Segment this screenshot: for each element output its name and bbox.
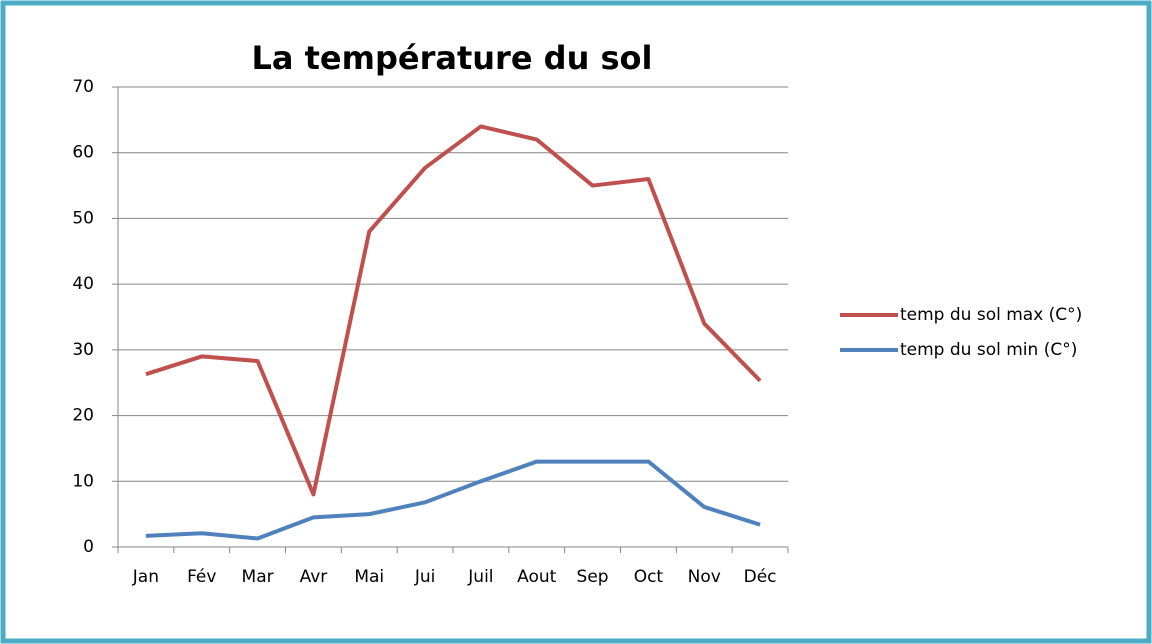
legend-label: temp du sol max (C°) bbox=[900, 305, 1082, 325]
y-tick-label: 30 bbox=[72, 340, 94, 360]
x-tick-label: Avr bbox=[300, 567, 328, 587]
x-tick-label: Oct bbox=[634, 567, 664, 587]
x-tick-label: Nov bbox=[688, 567, 721, 587]
y-tick-label: 60 bbox=[72, 143, 94, 163]
x-tick-label: Juil bbox=[467, 567, 493, 587]
series-line bbox=[145, 124, 762, 497]
y-tick-label: 10 bbox=[72, 471, 94, 491]
series-line bbox=[145, 459, 761, 541]
y-tick-label: 70 bbox=[72, 77, 94, 97]
x-tick-label: Jui bbox=[414, 567, 436, 587]
chart-title: La température du sol bbox=[252, 39, 653, 77]
legend-label: temp du sol min (C°) bbox=[900, 340, 1077, 360]
x-tick-label: Mar bbox=[242, 567, 274, 587]
y-tick-label: 0 bbox=[83, 537, 94, 557]
x-tick-label: Aout bbox=[517, 567, 557, 587]
x-tick-label: Sep bbox=[577, 567, 609, 587]
y-tick-label: 50 bbox=[72, 208, 94, 228]
y-tick-label: 40 bbox=[72, 274, 94, 294]
x-tick-label: Déc bbox=[744, 567, 777, 587]
x-tick-label: Fév bbox=[187, 567, 216, 587]
x-tick-label: Mai bbox=[354, 567, 384, 587]
y-tick-label: 20 bbox=[72, 406, 94, 426]
x-tick-label: Jan bbox=[132, 567, 159, 587]
